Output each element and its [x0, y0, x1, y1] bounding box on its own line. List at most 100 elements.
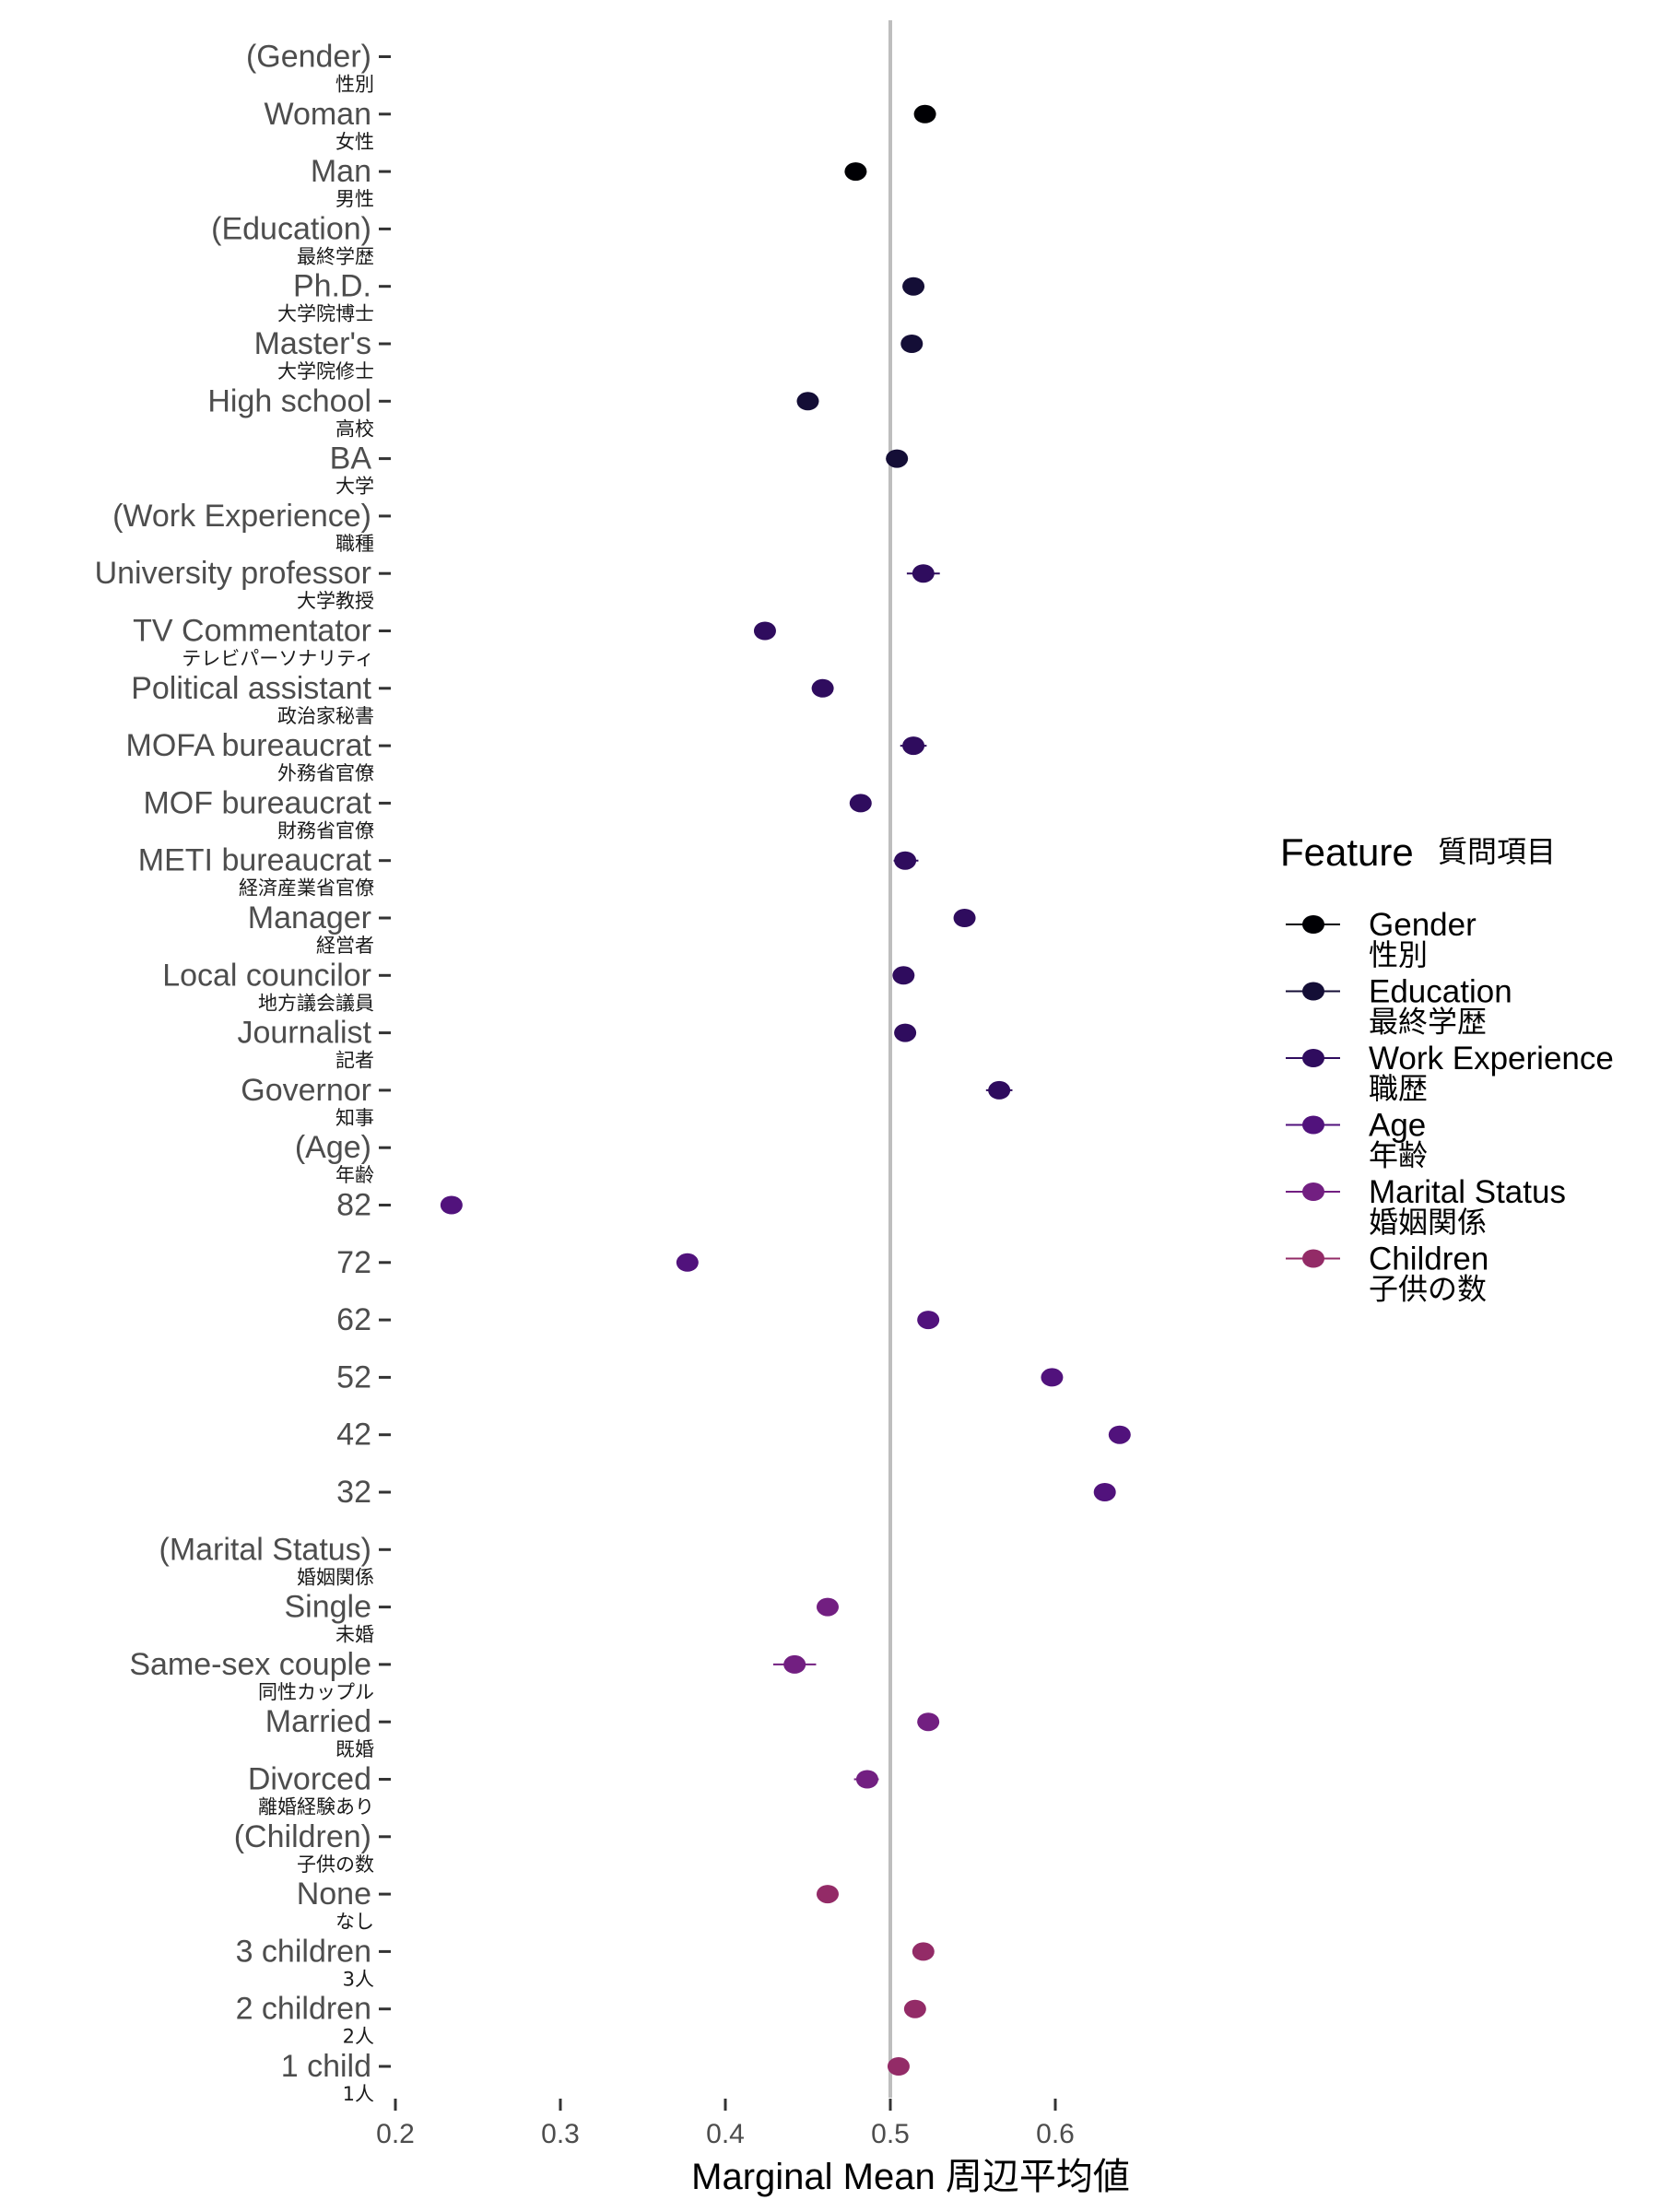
legend-key-point	[1302, 1115, 1324, 1135]
x-tick-label: 0.5	[871, 2119, 910, 2149]
y-tick-label: High school	[207, 383, 371, 418]
data-point	[816, 1597, 839, 1617]
y-tick-label: Master's	[254, 326, 371, 361]
y-tick-label: (Work Experience)	[112, 499, 371, 534]
y-tick-label: 1 child	[281, 2049, 371, 2084]
legend-label-ja: 職歴	[1369, 1071, 1428, 1106]
data-point	[913, 104, 936, 124]
data-point	[902, 736, 925, 756]
y-tick-label: 82	[336, 1188, 371, 1223]
data-point	[440, 1195, 463, 1215]
data-point	[912, 564, 935, 583]
legend-label: Children	[1369, 1241, 1488, 1277]
y-tick-label: MOFA bureaucrat	[126, 728, 372, 763]
x-tick-label: 0.4	[706, 2119, 745, 2149]
data-point	[855, 1770, 878, 1789]
data-point	[816, 1885, 839, 1904]
y-axis: (Gender)性別Woman女性Man男性(Education)最終学歴Ph.…	[95, 40, 391, 2105]
data-point	[886, 449, 909, 468]
y-tick-label: TV Commentator	[133, 614, 371, 649]
x-axis: 0.2 0.3 0.4 0.5 0.6	[376, 2099, 1075, 2149]
legend-key-point	[1302, 982, 1324, 1001]
y-tick-label: Same-sex couple	[129, 1647, 371, 1682]
legend-label-ja: 性別	[1369, 937, 1428, 972]
legend-label: Education	[1369, 974, 1512, 1010]
x-tick-label: 0.2	[376, 2119, 415, 2149]
data-points	[440, 104, 1131, 2076]
y-tick-label: University professor	[95, 556, 371, 591]
x-tick-label: 0.3	[541, 2119, 580, 2149]
y-tick-label-ja: 大学院博士	[277, 303, 374, 325]
y-tick-label: (Marital Status)	[159, 1532, 372, 1567]
y-tick-label-ja: 職種	[335, 533, 374, 555]
data-point	[900, 335, 924, 353]
y-tick-label-ja: 大学院修士	[277, 360, 374, 382]
data-point	[892, 966, 915, 985]
y-tick-label: 3 children	[236, 1934, 371, 1969]
legend-label-ja: 婚姻関係	[1369, 1205, 1487, 1240]
y-tick-label-ja: 婚姻関係	[297, 1566, 374, 1588]
y-tick-label: Journalist	[237, 1016, 371, 1051]
data-point	[811, 678, 834, 698]
data-point	[796, 392, 819, 411]
y-tick-label-ja: 年齢	[335, 1164, 374, 1186]
legend-label-ja: 最終学歴	[1369, 1005, 1487, 1040]
y-tick-label-ja: 記者	[335, 1050, 374, 1072]
legend-title: Feature	[1280, 830, 1414, 874]
y-tick-label-ja: 1人	[343, 2083, 374, 2105]
x-axis-label: Marginal Mean 周辺平均値	[691, 2157, 1130, 2197]
y-tick-label-ja: 経営者	[316, 935, 374, 957]
data-point	[887, 2057, 910, 2076]
legend-key-point	[1302, 915, 1324, 934]
y-tick-label-ja: 離婚経験あり	[258, 1796, 374, 1818]
legend-key-point	[1302, 1049, 1324, 1067]
y-tick-label: (Children)	[234, 1819, 371, 1854]
y-tick-label-ja: 2人	[343, 2026, 374, 2048]
y-tick-label-ja: 最終学歴	[297, 245, 374, 267]
y-tick-label-ja: 外務省官僚	[277, 762, 374, 784]
data-point	[844, 162, 867, 182]
y-tick-label: 62	[336, 1302, 371, 1337]
y-tick-label-ja: 既婚	[335, 1738, 374, 1760]
data-point	[1093, 1483, 1116, 1501]
y-tick-label: MOF bureaucrat	[143, 785, 371, 820]
data-point	[783, 1654, 806, 1674]
y-tick-label: Woman	[264, 97, 371, 132]
y-tick-label: METI bureaucrat	[138, 843, 372, 878]
y-tick-label-ja: 3人	[343, 1968, 374, 1990]
y-tick-label-ja: 高校	[335, 418, 374, 440]
data-point	[676, 1253, 699, 1272]
y-tick-label: Manager	[248, 900, 371, 935]
data-point	[1108, 1425, 1131, 1444]
y-tick-label-ja: 地方議会議員	[258, 992, 374, 1014]
y-tick-label: (Gender)	[246, 40, 371, 75]
data-point	[902, 276, 925, 296]
legend-label-ja: 子供の数	[1369, 1272, 1487, 1307]
y-tick-label-ja: 性別	[335, 74, 374, 96]
y-tick-label-ja: 男性	[335, 188, 374, 210]
legend-label: Work Experience	[1369, 1041, 1614, 1077]
y-tick-label: (Education)	[211, 211, 371, 246]
legend-label: Gender	[1369, 907, 1477, 943]
y-tick-label: 2 children	[236, 1992, 371, 2027]
legend-label: Marital Status	[1369, 1174, 1566, 1210]
legend-key-point	[1302, 1249, 1324, 1268]
y-tick-label: BA	[330, 441, 372, 477]
y-tick-label: Man	[311, 154, 371, 189]
y-tick-label-ja: 同性カップル	[258, 1681, 374, 1703]
y-tick-label: (Age)	[295, 1130, 371, 1165]
data-point	[917, 1311, 940, 1330]
y-tick-label: Political assistant	[131, 671, 371, 706]
data-point	[953, 909, 976, 927]
legend-title-ja: 質問項目	[1438, 834, 1556, 869]
data-point	[849, 794, 872, 813]
y-tick-label-ja: 女性	[335, 131, 374, 153]
y-tick-label: 42	[336, 1418, 371, 1453]
y-tick-label-ja: 知事	[335, 1107, 374, 1129]
legend-label-ja: 年齢	[1369, 1138, 1428, 1173]
data-point	[912, 1942, 935, 1961]
y-tick-label-ja: テレビパーソナリティ	[182, 648, 374, 670]
legend-label: Age	[1369, 1108, 1426, 1144]
